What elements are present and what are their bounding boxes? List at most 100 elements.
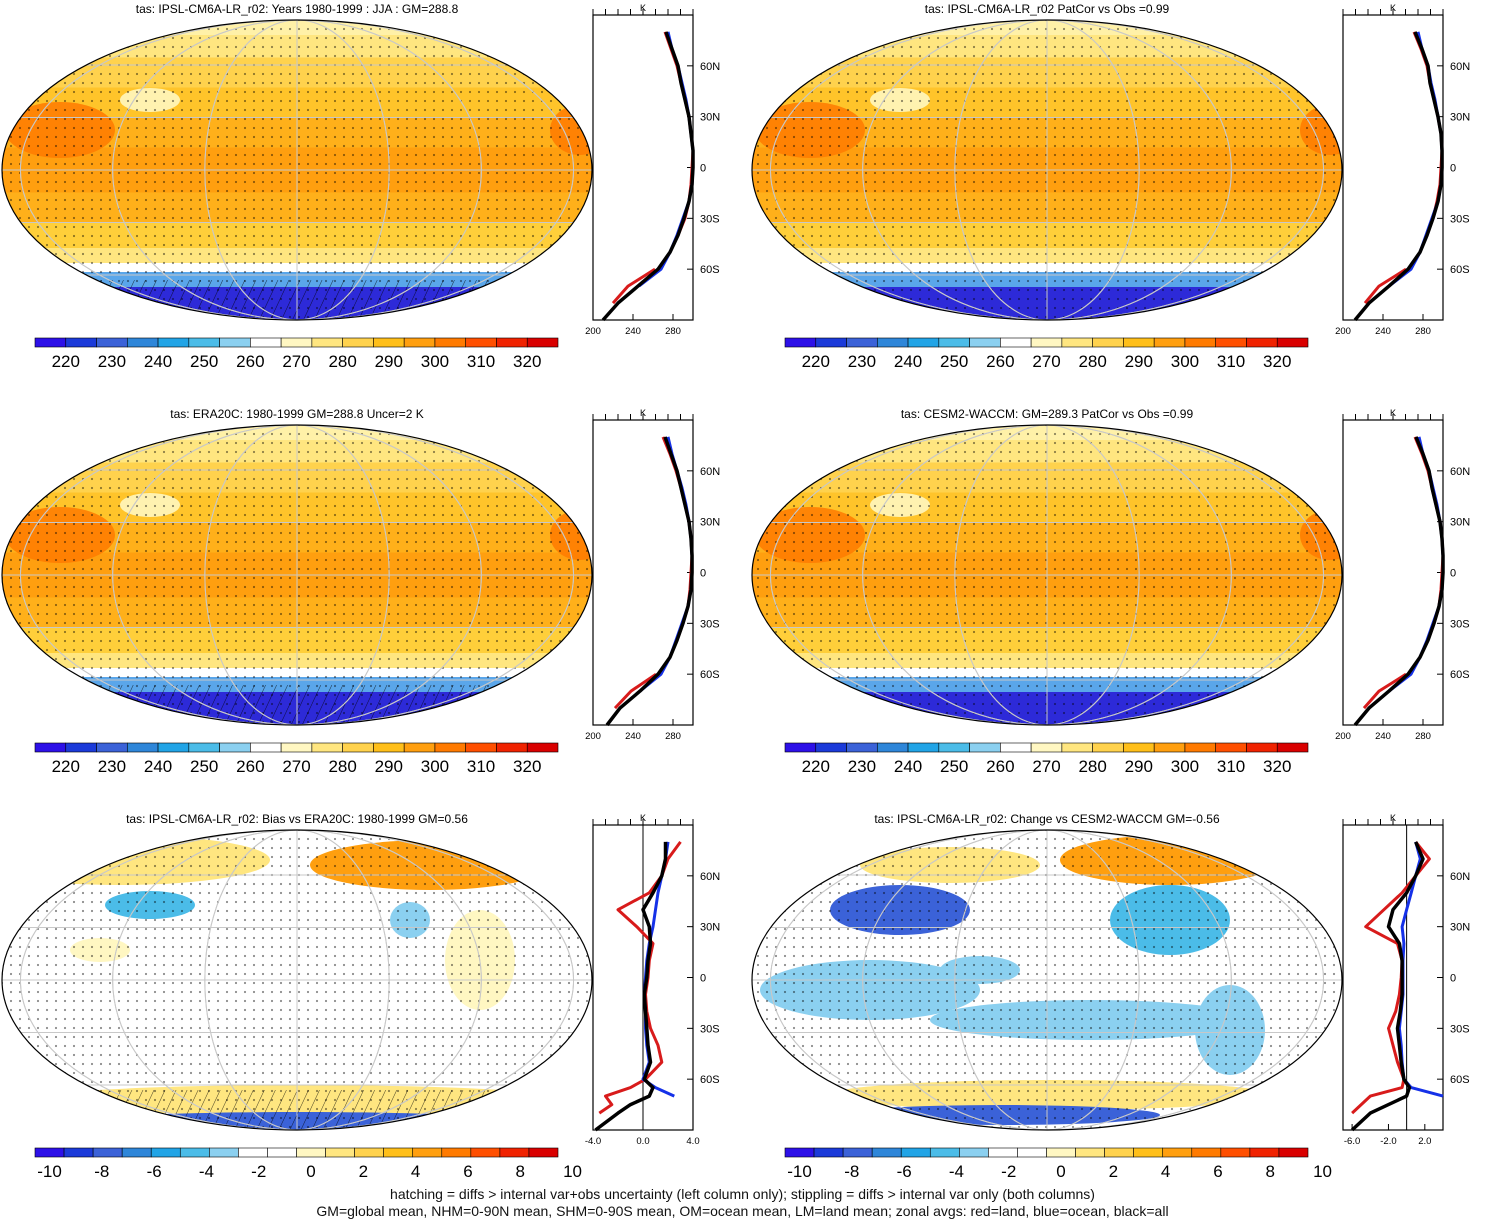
colorbar-swatch	[988, 1147, 1018, 1158]
zonal-series-blue	[1388, 31, 1444, 288]
panel-bias: tas: IPSL-CM6A-LR_r02: Bias vs ERA20C: 1…	[1, 812, 720, 1181]
zonal-lat-label: 60N	[1450, 466, 1470, 478]
colorbar: 220 230 240 250 260 270 280 290 300 310 320	[34, 742, 559, 776]
zonal-lat-label: 60S	[1450, 669, 1470, 681]
zonal-lat-label: 30N	[1450, 517, 1470, 529]
colorbar-swatch	[1191, 1147, 1222, 1158]
zonal-lat-label: 30S	[1450, 618, 1470, 630]
colorbar-tick-label: 320	[513, 757, 541, 776]
colorbar-swatch	[34, 1147, 65, 1158]
colorbar-tick-label: -4	[949, 1162, 964, 1181]
colorbar-tick-label: 290	[375, 757, 403, 776]
colorbar-swatch	[267, 1147, 297, 1158]
colorbar-swatch	[238, 1147, 268, 1158]
zonal-x-tick-label: 280	[1415, 326, 1431, 337]
map-field	[752, 20, 1342, 320]
zonal-unit-label: K	[640, 3, 646, 13]
map-border	[751, 424, 1343, 726]
zonal-unit-label: K	[1390, 813, 1396, 823]
colorbar-tick-label: 300	[421, 352, 449, 371]
colorbar-swatch	[157, 337, 190, 348]
zonal-series-black	[601, 31, 695, 322]
colorbar-swatch	[441, 1147, 472, 1158]
colorbar-swatch	[900, 1147, 931, 1158]
zonal-x-tick-label: -6.0	[1344, 1136, 1360, 1147]
colorbar-swatch	[815, 742, 847, 753]
colorbar-swatch	[465, 742, 497, 753]
colorbar-tick-label: -8	[94, 1162, 109, 1181]
footer-legend-note: GM=global mean, NHM=0-90N mean, SHM=0-90…	[316, 1203, 1169, 1219]
panel-title: tas: IPSL-CM6A-LR_r02: Bias vs ERA20C: 1…	[126, 812, 468, 826]
colorbar-swatch	[813, 1147, 844, 1158]
colorbar-swatch	[842, 1147, 873, 1158]
zonal-x-tick-label: 240	[1375, 731, 1391, 742]
zonal-x-tick-label: 240	[625, 731, 641, 742]
zonal-lat-label: 0	[700, 163, 706, 175]
colorbar-tick-label: 270	[282, 757, 310, 776]
colorbar-swatch	[929, 1147, 960, 1158]
zonal-lat-label: 30S	[1450, 213, 1470, 225]
map-field	[752, 425, 1342, 725]
zonal-x-tick-label: 280	[665, 326, 681, 337]
zonal-lat-label: 60N	[700, 871, 720, 883]
colorbar-swatch	[1030, 337, 1063, 348]
colorbar-swatch	[412, 1147, 443, 1158]
panel-change: tas: IPSL-CM6A-LR_r02: Change vs CESM2-W…	[751, 812, 1470, 1181]
colorbar-swatch	[1246, 742, 1278, 753]
colorbar-swatch	[1215, 337, 1247, 348]
colorbar-tick-label: 270	[1032, 757, 1060, 776]
colorbar-swatch	[1123, 742, 1155, 753]
colorbar-tick-label: 250	[190, 352, 218, 371]
colorbar-swatch	[1246, 337, 1278, 348]
colorbar-swatch	[311, 742, 343, 753]
colorbar-swatch	[34, 742, 67, 753]
colorbar-swatch	[157, 742, 190, 753]
colorbar-tick-label: 250	[940, 757, 968, 776]
colorbar-swatch	[938, 742, 970, 753]
colorbar-swatch	[250, 742, 282, 753]
colorbar-swatch	[188, 337, 220, 348]
zonal-x-tick-label: 280	[665, 731, 681, 742]
colorbar: 220 230 240 250 260 270 280 290 300 310 320	[784, 742, 1309, 776]
colorbar-tick-label: -6	[147, 1162, 162, 1181]
zonal-lat-label: 30N	[700, 112, 720, 124]
zonal-lat-label: 0	[700, 973, 706, 985]
zonal-series-black	[1350, 841, 1425, 1132]
map-border	[1, 19, 593, 321]
colorbar-swatch	[1075, 1147, 1105, 1158]
colorbar-swatch	[526, 337, 559, 348]
colorbar-swatch	[496, 742, 528, 753]
colorbar-swatch	[96, 337, 128, 348]
colorbar-tick-label: 300	[1171, 757, 1199, 776]
zonal-series-black	[1353, 31, 1444, 322]
colorbar-swatch	[876, 337, 909, 348]
colorbar-swatch	[96, 742, 128, 753]
colorbar-tick-label: 220	[52, 352, 80, 371]
colorbar-swatch	[1162, 1147, 1193, 1158]
colorbar-swatch	[496, 337, 528, 348]
colorbar-swatch	[92, 1147, 123, 1158]
colorbar-tick-label: 260	[986, 757, 1014, 776]
colorbar-swatch	[373, 742, 405, 753]
zonal-lat-label: 60S	[700, 1074, 720, 1086]
colorbar-swatch	[403, 337, 436, 348]
zonal-series-red	[1351, 840, 1431, 1115]
colorbar-tick-label: -2	[1001, 1162, 1016, 1181]
colorbar-swatch	[1133, 1147, 1164, 1158]
colorbar-swatch	[373, 337, 405, 348]
zonal-lat-label: 60N	[700, 466, 720, 478]
colorbar-tick-label: 310	[467, 352, 495, 371]
zonal-x-tick-label: 240	[625, 326, 641, 337]
panel-title: tas: IPSL-CM6A-LR_r02: Change vs CESM2-W…	[874, 812, 1220, 826]
colorbar-swatch	[969, 337, 1001, 348]
colorbar-tick-label: 220	[802, 757, 830, 776]
colorbar-swatch	[342, 742, 374, 753]
colorbar-tick-label: 300	[1171, 352, 1199, 371]
colorbar-tick-label: 240	[144, 757, 172, 776]
colorbar-tick-label: -4	[199, 1162, 214, 1181]
colorbar-swatch	[876, 742, 909, 753]
zonal-x-tick-label: 2.0	[1418, 1136, 1431, 1147]
zonal-lat-label: 60S	[700, 264, 720, 276]
colorbar-tick-label: 4	[1161, 1162, 1170, 1181]
